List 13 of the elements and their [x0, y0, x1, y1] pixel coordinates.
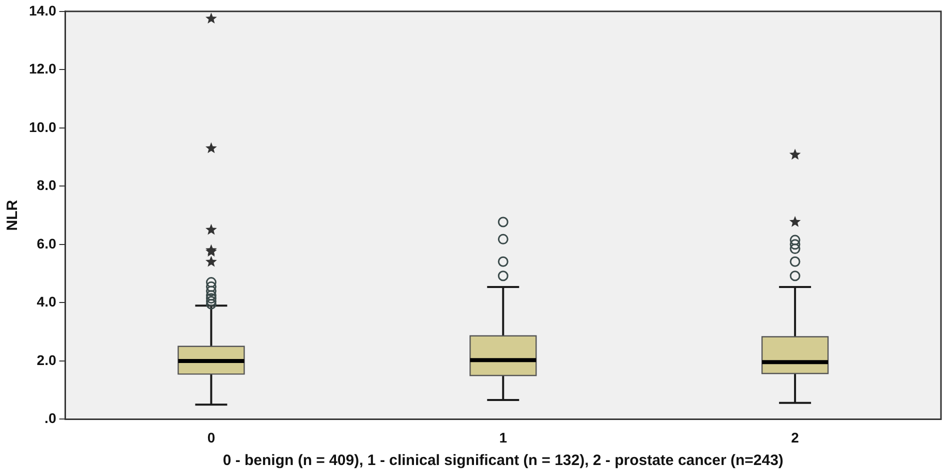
y-tick-label: 10.0 [29, 118, 56, 135]
y-tick-label: 12.0 [29, 60, 56, 77]
y-tick-label: .0 [44, 410, 56, 426]
x-axis-title: 0 - benign (n = 409), 1 - clinical significant (n = 132), 2 - prostate cancer (n=243) [222, 452, 784, 470]
y-tick-label: 2.0 [36, 352, 56, 368]
y-axis-title: NLR [4, 200, 22, 231]
y-tick-label: 8.0 [36, 177, 56, 194]
x-tick-label: 1 [499, 429, 508, 446]
y-tick-label: 6.0 [36, 235, 56, 252]
y-tick-label: 14.0 [29, 2, 56, 18]
y-tick-label: 4.0 [36, 294, 56, 310]
x-tick-label: 0 [207, 429, 216, 446]
x-tick-label: 2 [791, 429, 800, 446]
